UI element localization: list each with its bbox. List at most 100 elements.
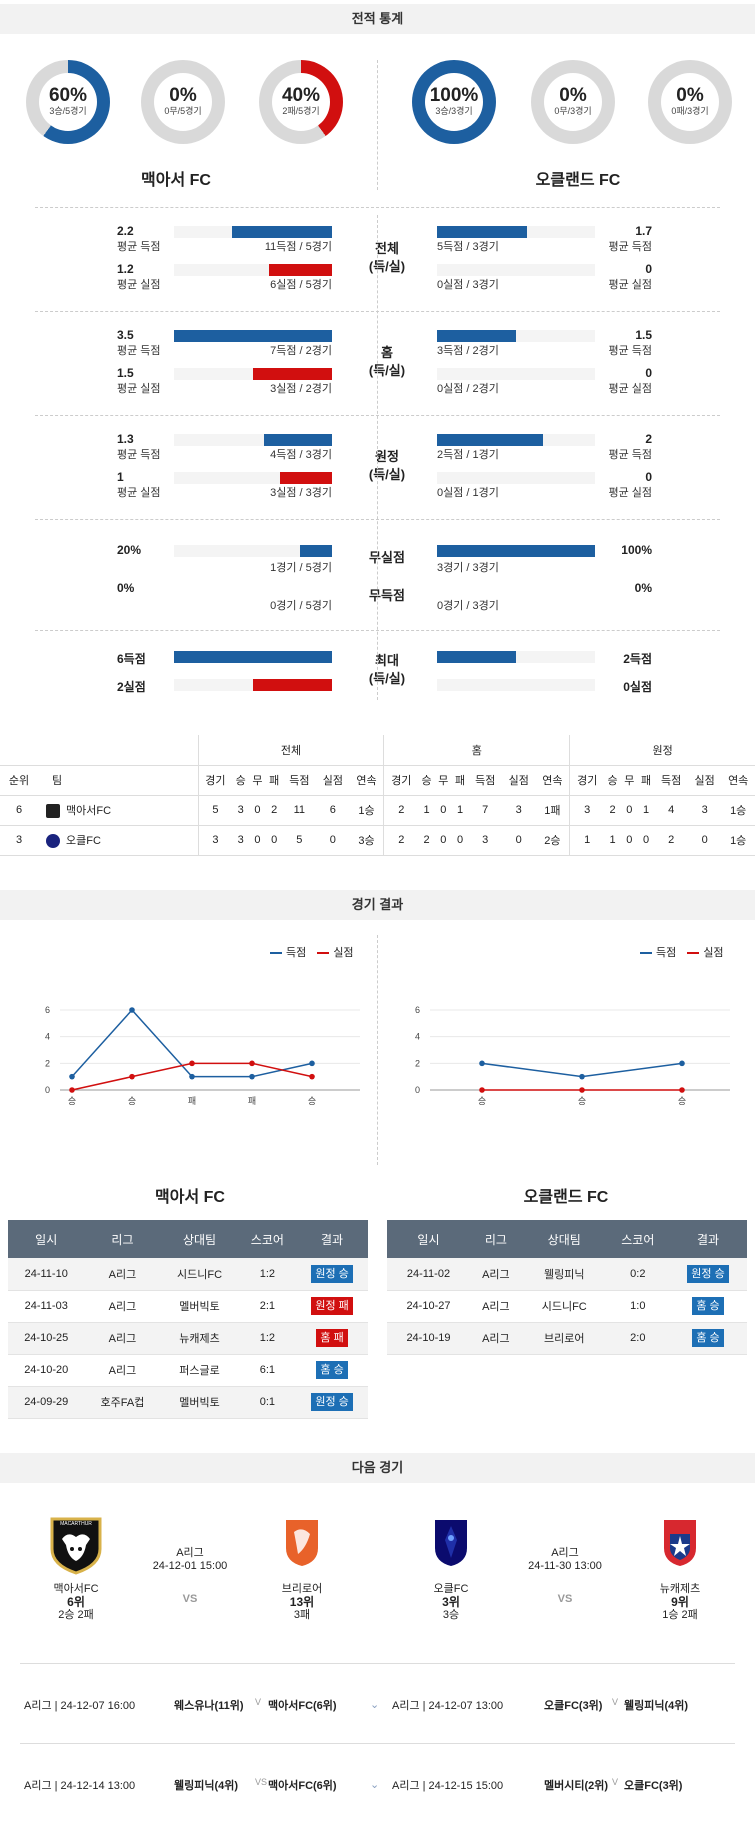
- stat-cell: 2: [654, 825, 688, 856]
- stat-cell: 3승: [349, 825, 385, 856]
- legend-concede: 실점: [703, 947, 724, 959]
- home-results-table: 일시 리그 상대팀 스코어 결과 24-11-10 A리그 시드니FC 1:2 원정 승 24-11…: [8, 1220, 368, 1419]
- schedule-vs: VS: [255, 1777, 268, 1787]
- results-header: 일시: [8, 1220, 85, 1258]
- result-cell[interactable]: 시드니FC: [160, 1258, 239, 1291]
- result-cell: 2:0: [606, 1322, 669, 1355]
- result-cell: 24-11-02: [387, 1258, 470, 1291]
- stat-group-label: 최대 (득/실): [352, 652, 422, 688]
- col-header: 패: [451, 765, 469, 796]
- stat-group-label: 전체 (득/실): [352, 240, 422, 276]
- next-team-name[interactable]: 오클FC: [433, 1583, 469, 1595]
- donut-subtext: 3승/3경기: [435, 106, 473, 116]
- schedule-info: A리그 | 24-12-15 15:00: [392, 1780, 504, 1792]
- stat-group-label: 원정 (득/실): [352, 448, 422, 484]
- right-value: 0: [645, 470, 652, 484]
- chevron-down-icon[interactable]: ⌄: [370, 1779, 380, 1791]
- away-results-table: 일시 리그 상대팀 스코어 결과 24-11-02 A리그 웰링피닉 0:2 원정 승 24-10-…: [387, 1220, 747, 1355]
- result-cell: 24-10-20: [8, 1354, 85, 1387]
- result-cell: 호주FA컵: [84, 1386, 161, 1419]
- right-value: 0%: [634, 581, 652, 595]
- stat-cell: 0: [620, 795, 638, 826]
- schedule-opponent: 웨스유나(11위): [174, 1700, 244, 1712]
- stat-cell: 3: [569, 795, 605, 826]
- label-main: 전체: [375, 241, 399, 256]
- col-header: 실점: [687, 765, 722, 796]
- stat-bar-left: [174, 226, 332, 238]
- data-point: [69, 1073, 75, 1080]
- results-header: 일시: [387, 1220, 470, 1258]
- result-cell[interactable]: 퍼스글로: [160, 1354, 239, 1387]
- stat-cell: 2승: [535, 825, 571, 856]
- team-cell[interactable]: 맥아서FC: [38, 795, 199, 826]
- schedule-team: 오클FC(3위): [544, 1700, 603, 1712]
- result-row: 24-09-29 호주FA컵 멜버빅토 0:1 원정 승: [8, 1386, 368, 1419]
- col-rank: 순위: [0, 765, 38, 796]
- stat-cell: 4: [654, 795, 688, 826]
- left-count: 1경기 / 5경기: [270, 562, 332, 574]
- stat-group-label: 홈 (득/실): [352, 344, 422, 380]
- home-results-chart: 0 2 4 6 승 승 패 패 승: [45, 1005, 360, 1106]
- next-team-record: 3패: [293, 1609, 311, 1621]
- result-badge: 홈 패: [316, 1329, 348, 1347]
- next-team-name[interactable]: 맥아서FC: [53, 1583, 99, 1595]
- stat-bar-left: [174, 368, 332, 380]
- next-team-name[interactable]: 브리로어: [281, 1583, 323, 1595]
- stat-bar-left: [174, 330, 332, 342]
- team-cell[interactable]: 오클FC: [38, 825, 199, 856]
- stat-bar-left: [174, 264, 332, 276]
- result-cell[interactable]: 멜버빅토: [160, 1290, 239, 1323]
- left-count: 11득점 / 5경기: [264, 241, 332, 253]
- standings-table: 전체 홈 원정 순위 팀 경기 승 무 패 득점 실점 연속 경기 승 무 패 득점 실점 연속 경기 승 무 패 득점 실점 연…: [0, 735, 755, 856]
- result-cell[interactable]: 시드니FC: [521, 1290, 607, 1323]
- label-sub: (득/실): [368, 467, 406, 482]
- result-cell[interactable]: 브리로어: [521, 1322, 607, 1355]
- left-count: 0경기 / 5경기: [270, 600, 332, 612]
- donut-percent: 0%: [169, 85, 197, 106]
- result-cell: 24-10-19: [387, 1322, 470, 1355]
- next-league: A리그: [551, 1547, 579, 1559]
- right-label: 평균 득점: [608, 449, 652, 461]
- stat-cell: 0: [249, 795, 266, 826]
- data-point: [249, 1073, 255, 1080]
- result-cell[interactable]: 웰링피닉: [521, 1258, 607, 1291]
- next-team-name[interactable]: 뉴캐제츠: [659, 1583, 701, 1595]
- schedule-info: A리그 | 24-12-07 13:00: [392, 1700, 504, 1712]
- result-cell: 6:1: [238, 1354, 297, 1387]
- results-header: 스코어: [238, 1220, 297, 1258]
- legend-score: 득점: [286, 947, 307, 959]
- col-header: 패: [637, 765, 655, 796]
- rank-cell: 6: [0, 795, 38, 826]
- data-point: [479, 1087, 485, 1093]
- y-tick-label: 0: [415, 1085, 420, 1095]
- left-label: 평균 득점: [117, 449, 161, 461]
- left-count: 3실점 / 3경기: [270, 487, 332, 499]
- col-header: 경기: [383, 765, 419, 796]
- stat-cell: 1: [418, 795, 435, 826]
- result-cell: A리그: [469, 1258, 522, 1291]
- right-count: 0경기 / 3경기: [437, 600, 499, 612]
- ratio-donut: 0% 0무/5경기: [141, 60, 225, 144]
- right-count: 3득점 / 2경기: [437, 345, 499, 357]
- result-cell[interactable]: 멜버빅토: [160, 1386, 239, 1419]
- chevron-down-icon[interactable]: ⌄: [370, 1699, 380, 1711]
- col-header: 경기: [198, 765, 233, 796]
- right-count: 0실점 / 1경기: [437, 487, 499, 499]
- result-cell[interactable]: 뉴캐제츠: [160, 1322, 239, 1355]
- stat-cell: 2: [383, 825, 419, 856]
- result-cell: A리그: [84, 1258, 161, 1291]
- result-cell: 24-10-25: [8, 1322, 85, 1355]
- result-row: 24-10-27 A리그 시드니FC 1:0 홈 승: [387, 1290, 747, 1323]
- right-count: 2득점 / 1경기: [437, 449, 499, 461]
- result-cell: 1:0: [606, 1290, 669, 1323]
- stat-cell: 0: [434, 825, 452, 856]
- stat-bar-right: [437, 226, 595, 238]
- standings-group-header: 전체: [198, 735, 385, 766]
- data-point: [479, 1060, 485, 1067]
- away-team-title: 오클랜드 FC: [535, 172, 621, 189]
- stat-bar-right: [437, 679, 595, 691]
- donut-percent: 100%: [429, 85, 479, 106]
- divider: [20, 1743, 735, 1744]
- results-header: 상대팀: [521, 1220, 607, 1258]
- section-header-stats: 전적 통계: [0, 4, 755, 34]
